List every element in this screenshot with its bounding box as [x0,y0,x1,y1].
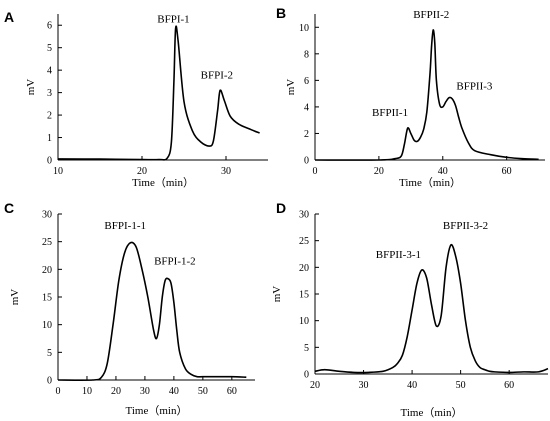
y-tick-label: 1 [47,133,52,144]
y-tick-label: 0 [47,376,52,387]
panel-a: A 0 1 2 3 4 5 6 10 20 30 Time（min） mV BFPI-1 BFPI-2 [4,9,268,189]
y-tick-label: 5 [304,343,309,354]
x-axis-title: Time（min） [401,406,463,419]
x-tick-label: 40 [438,166,448,177]
x-tick-label: 20 [374,166,384,177]
x-axis-title: Time（min） [126,404,188,417]
y-tick-label: 10 [299,23,309,34]
y-axis-title: mV [285,79,297,96]
y-tick-label: 20 [299,263,309,274]
x-tick-label: 10 [53,166,63,177]
y-axis-title: mV [9,289,21,306]
x-tick-label: 30 [221,166,231,177]
x-tick-label: 60 [504,380,514,391]
y-axis-title: mV [271,286,283,303]
peak-label: BFPI-2 [201,69,233,81]
y-tick-label: 30 [299,210,309,221]
y-tick-label: 5 [47,348,52,359]
x-tick-label: 60 [502,166,512,177]
x-tick-label: 0 [313,166,318,177]
y-tick-label: 10 [42,320,52,331]
y-tick-label: 8 [304,49,309,60]
peak-label: BFPI-1-2 [154,256,196,268]
panel-letter: B [276,5,286,21]
y-tick-label: 25 [299,236,309,247]
y-tick-label: 0 [47,156,52,167]
x-tick-label: 40 [169,386,179,397]
y-tick-label: 6 [304,76,309,87]
x-tick-label: 50 [198,386,208,397]
peak-label: BFPII-3-1 [376,249,421,261]
y-tick-label: 5 [47,43,52,54]
y-tick-label: 15 [299,290,309,301]
y-tick-label: 2 [304,129,309,140]
peak-label: BFPI-1 [157,14,189,26]
panel-letter: D [276,200,286,216]
chromatogram-trace [57,25,260,161]
peak-label: BFPI-1-1 [104,220,146,232]
x-tick-label: 40 [407,380,417,391]
y-tick-label: 4 [47,66,52,77]
x-tick-label: 50 [456,380,466,391]
chromatogram-trace [314,243,549,374]
y-tick-label: 2 [47,111,52,122]
panel-d: D 0 5 10 15 20 25 30 20 30 40 50 60 Time（min） mV BFPII-… [271,200,549,419]
x-tick-label: 30 [359,380,369,391]
panel-letter: C [4,200,14,216]
y-tick-label: 0 [304,370,309,381]
panel-b: B 0 2 4 6 8 10 0 20 40 60 Time（min） mV BFPII-1 BFPII-2… [276,5,545,189]
panel-letter: A [4,9,14,25]
x-tick-label: 0 [56,386,61,397]
y-tick-label: 4 [304,102,309,113]
x-axis-title: Time（min） [399,176,461,189]
peak-label: BFPII-1 [372,107,408,119]
x-tick-label: 10 [82,386,92,397]
x-tick-label: 20 [137,166,147,177]
y-tick-label: 20 [42,265,52,276]
x-axis-title: Time（min） [132,176,194,189]
peak-label: BFPII-3-2 [443,220,488,232]
x-tick-label: 20 [111,386,121,397]
y-axis-title: mV [25,79,37,96]
panel-c: C 0 5 10 15 20 25 30 0 10 20 30 40 50 60 Time（min） mV BFP… [4,200,255,417]
y-tick-label: 30 [42,210,52,221]
y-tick-label: 10 [299,316,309,327]
y-tick-label: 6 [47,21,52,32]
peak-label: BFPII-3 [456,81,493,93]
x-tick-label: 60 [227,386,237,397]
y-tick-label: 3 [47,88,52,99]
chromatogram-trace [314,29,539,161]
peak-label: BFPII-2 [413,9,449,21]
y-tick-label: 15 [42,293,52,304]
x-tick-label: 20 [310,380,320,391]
x-tick-label: 30 [140,386,150,397]
chromatogram-trace [57,241,247,381]
y-tick-label: 0 [304,156,309,167]
y-tick-label: 25 [42,237,52,248]
